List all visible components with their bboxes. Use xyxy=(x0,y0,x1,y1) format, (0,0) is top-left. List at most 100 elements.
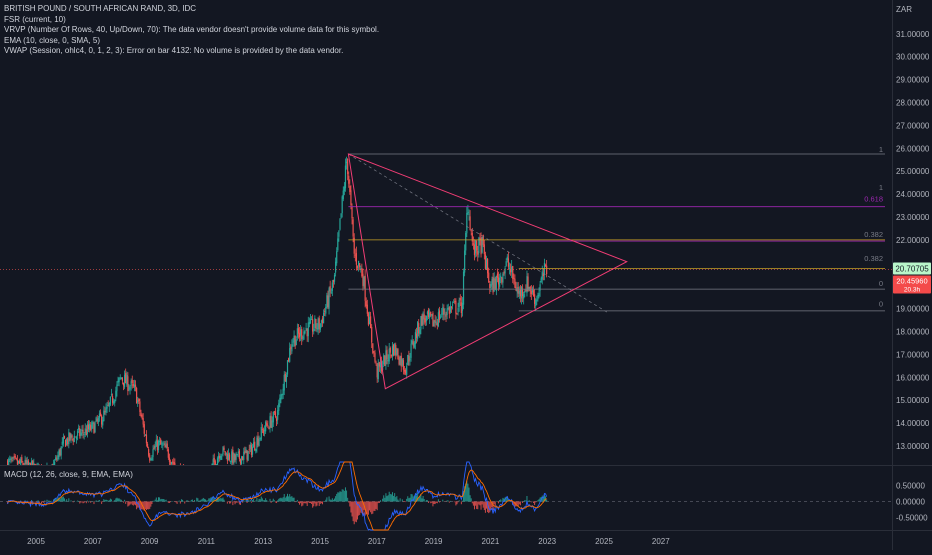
candle-body xyxy=(167,444,168,449)
candle-body xyxy=(463,272,464,305)
candle-body xyxy=(442,307,443,314)
symbol-title[interactable]: BRITISH POUND / SOUTH AFRICAN RAND, 3D, … xyxy=(4,4,379,15)
candle-body xyxy=(99,414,100,418)
fib-level-label: 1 xyxy=(879,183,883,192)
y-tick-label: 19.00000 xyxy=(896,305,930,314)
y-tick-label: 23.00000 xyxy=(896,213,930,222)
candle-body xyxy=(471,230,472,231)
candle-body xyxy=(221,454,222,455)
candle-body xyxy=(419,329,420,334)
candle-body xyxy=(459,300,460,307)
candle-body xyxy=(366,301,367,306)
candle-body xyxy=(351,207,352,218)
candle-body xyxy=(166,445,167,447)
candle-body xyxy=(405,370,406,373)
candle-body xyxy=(10,458,11,460)
candle-body xyxy=(395,345,396,355)
candle-body xyxy=(513,278,514,279)
candle-body xyxy=(237,454,238,455)
candle-body xyxy=(285,374,286,381)
indicator-vwap[interactable]: VWAP (Session, ohlc4, 0, 1, 2, 3): Error… xyxy=(4,46,379,57)
candle-body xyxy=(369,317,370,324)
candle-body xyxy=(520,290,521,297)
candle-body xyxy=(447,309,448,315)
candle-body xyxy=(216,464,217,465)
candle-body xyxy=(305,328,306,330)
candle-body xyxy=(450,306,451,312)
candle-body xyxy=(131,381,132,386)
candle-body xyxy=(413,341,414,345)
candle-body xyxy=(152,449,153,457)
candle-body xyxy=(370,316,371,328)
candle-body xyxy=(120,377,121,378)
candle-body xyxy=(362,274,363,286)
candle-body xyxy=(58,450,59,457)
candle-body xyxy=(227,454,228,461)
candle-body xyxy=(276,419,277,421)
candle-body xyxy=(116,385,117,392)
macd-legend[interactable]: MACD (12, 26, close, 9, EMA, EMA) xyxy=(4,470,133,479)
candle-body xyxy=(338,231,339,237)
candle-body xyxy=(250,445,251,449)
indicator-vrvp[interactable]: VRVP (Number Of Rows, 40, Up/Down, 70): … xyxy=(4,25,379,36)
candle-body xyxy=(326,295,327,307)
candle-body xyxy=(373,352,374,353)
candle-body xyxy=(542,272,543,280)
candle-body xyxy=(213,459,214,465)
candle-body xyxy=(292,342,293,343)
candle-body xyxy=(518,287,519,294)
candle-body xyxy=(462,303,463,311)
currency-label[interactable]: ZAR xyxy=(896,5,912,14)
candle-body xyxy=(279,398,280,403)
candle-body xyxy=(136,388,137,404)
candle-body xyxy=(61,446,62,455)
indicator-fsr[interactable]: FSR (current, 10) xyxy=(4,15,379,26)
y-tick-label: 13.00000 xyxy=(896,442,930,451)
candle-body xyxy=(129,387,130,390)
candle-body xyxy=(334,275,335,282)
candle-body xyxy=(286,375,287,382)
candle-body xyxy=(415,332,416,344)
candle-body xyxy=(427,312,428,315)
candle-body xyxy=(337,238,338,250)
candle-body xyxy=(428,310,429,317)
candle-body xyxy=(59,449,60,455)
candle-body xyxy=(233,453,234,463)
candle-body xyxy=(156,440,157,447)
candle-body xyxy=(424,314,425,319)
candle-body xyxy=(523,294,524,298)
candle-body xyxy=(340,213,341,217)
candle-body xyxy=(160,439,161,444)
candle-body xyxy=(440,317,441,318)
candle-body xyxy=(451,307,452,308)
candle-body xyxy=(474,244,475,255)
candle-body xyxy=(304,331,305,334)
candle-body xyxy=(119,378,120,383)
candle-body xyxy=(436,322,437,324)
x-tick-label: 2025 xyxy=(595,537,613,546)
candle-body xyxy=(410,344,411,358)
candle-body xyxy=(124,375,125,388)
candle-body xyxy=(393,345,394,355)
indicator-ema[interactable]: EMA (10, close, 0, SMA, 5) xyxy=(4,36,379,47)
candle-body xyxy=(73,439,74,442)
candle-body xyxy=(314,318,315,328)
candle-body xyxy=(476,240,477,250)
candle-body xyxy=(256,438,257,449)
candle-body xyxy=(397,349,398,359)
candle-body xyxy=(435,320,436,322)
candle-body xyxy=(372,343,373,353)
candle-body xyxy=(368,313,369,324)
candle-body xyxy=(101,416,102,425)
candle-body xyxy=(19,461,20,463)
candle-body xyxy=(273,412,274,422)
candle-body xyxy=(358,261,359,266)
candle-body xyxy=(473,243,474,244)
candle-body xyxy=(525,290,526,292)
candle-body xyxy=(117,381,118,383)
fib-level-label: 0.618 xyxy=(864,194,883,203)
candle-body xyxy=(146,435,147,444)
candle-body xyxy=(404,370,405,371)
